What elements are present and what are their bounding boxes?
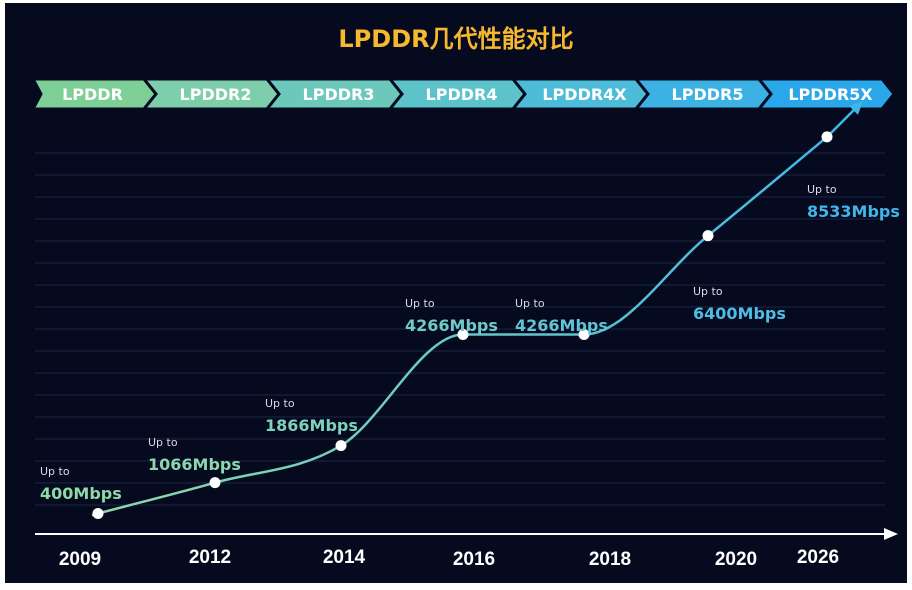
x-axis	[35, 528, 898, 540]
data-label: 1066Mbps	[148, 455, 241, 474]
generation-label: LPDDR4X	[542, 85, 627, 104]
data-label: 4266Mbps	[515, 316, 608, 335]
generation-banner: LPDDR LPDDR2 LPDDR3 LPDDR4 LPDDR4X LPDDR5 LPDD…	[30, 77, 896, 111]
year-tick-label: 2012	[189, 547, 231, 568]
year-tick-label: 2016	[453, 549, 495, 570]
trend-arrow-icon	[849, 100, 863, 115]
up-to-label: Up to	[405, 297, 435, 310]
data-point	[702, 230, 714, 242]
year-tick-label: 2018	[589, 549, 631, 570]
up-to-label: Up to	[148, 436, 178, 449]
generation-label: LPDDR5	[672, 85, 744, 104]
year-tick-label: 2009	[59, 549, 101, 570]
x-axis-arrow-icon	[884, 528, 898, 540]
data-point	[92, 507, 104, 519]
data-label: 4266Mbps	[405, 316, 498, 335]
data-label: 6400Mbps	[693, 304, 786, 323]
up-to-label: Up to	[40, 465, 70, 478]
data-point	[578, 328, 590, 340]
up-to-label: Up to	[693, 285, 723, 298]
generation-label: LPDDR2	[180, 85, 252, 104]
lpddr-performance-chart: LPDDR几代性能对比 LPDDR LPDDR2 LPDDR3 LPDDR4 LPDDR…	[30, 25, 900, 570]
data-label: 8533Mbps	[807, 202, 900, 221]
generation-chevron	[755, 77, 896, 111]
year-tick-label: 2014	[323, 547, 366, 568]
data-point	[209, 477, 221, 489]
data-label: 400Mbps	[40, 484, 122, 503]
up-to-label: Up to	[807, 183, 837, 196]
data-label: 1866Mbps	[265, 416, 358, 435]
generation-label: LPDDR3	[303, 85, 375, 104]
year-tick-label: 2026	[797, 547, 839, 568]
chart-frame: LPDDR几代性能对比 LPDDR LPDDR2 LPDDR3 LPDDR4 LPDDR…	[5, 3, 907, 583]
up-to-label: Up to	[265, 397, 295, 410]
year-tick-labels: 2009 2012 2014 2016 2018 2020 2026	[59, 547, 839, 570]
data-labels: Up to 400Mbps Up to 1066Mbps Up to 1866Mbps Up…	[40, 183, 900, 503]
data-points	[92, 131, 833, 519]
grid-lines	[35, 152, 885, 506]
generation-label: LPDDR4	[426, 85, 498, 104]
generation-label: LPDDR5X	[788, 85, 873, 104]
year-tick-label: 2020	[715, 549, 757, 570]
up-to-label: Up to	[515, 297, 545, 310]
chart-title: LPDDR几代性能对比	[338, 25, 573, 53]
data-point	[821, 131, 833, 143]
generation-label: LPDDR	[62, 85, 123, 104]
data-point	[335, 440, 347, 452]
data-point	[457, 328, 469, 340]
